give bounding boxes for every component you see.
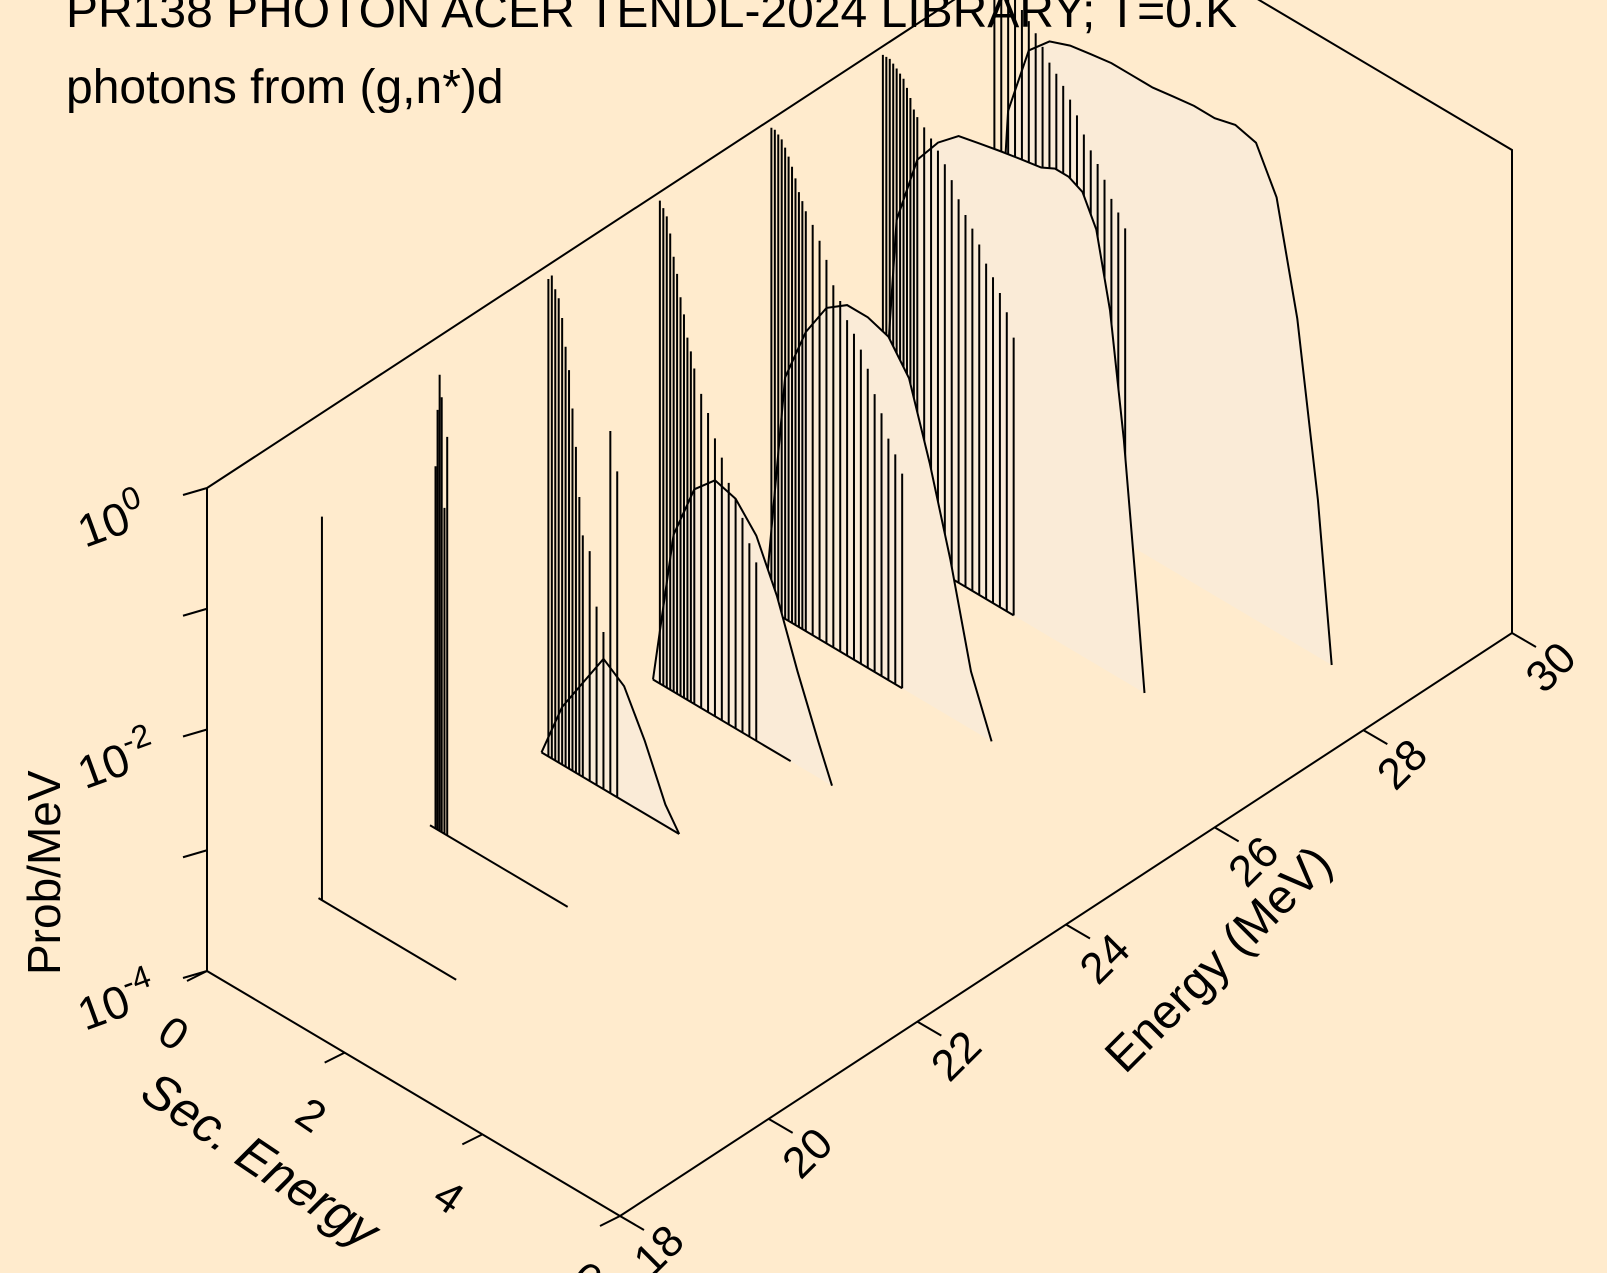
- z-tick-label: 100: [68, 478, 153, 557]
- energy-tick: [768, 1117, 794, 1134]
- z-axis-label: Prob/MeV: [18, 770, 70, 975]
- chart-title: PR138 PHOTON ACER TENDL-2024 LIBRARY; T=…: [66, 0, 1238, 38]
- energy-tick: [1362, 729, 1388, 746]
- z-tick-label: 10-4: [68, 958, 163, 1041]
- z-tick: [182, 487, 208, 496]
- z-tick: [182, 849, 208, 859]
- series-19.5: [317, 516, 457, 981]
- sec-energy-tick-label: 4: [425, 1170, 473, 1224]
- series-24: [652, 200, 833, 786]
- series-22.5: [540, 275, 681, 835]
- back-wall-frame: [206, 0, 1513, 633]
- sec-energy-tick-label: 2: [287, 1088, 335, 1142]
- z-tick: [182, 607, 208, 617]
- energy-tick-label: 24: [1070, 924, 1139, 993]
- energy-tick-label: 22: [922, 1021, 991, 1090]
- baseline: [763, 605, 903, 690]
- sec-energy-axis-label: Sec. Energy: [132, 1061, 392, 1261]
- energy-tick-label: 20: [773, 1119, 842, 1188]
- sec-energy-tick: [599, 1215, 621, 1227]
- energy-tick: [916, 1020, 942, 1037]
- baseline: [429, 824, 569, 908]
- z-tick-label: 10-2: [68, 716, 163, 799]
- chart-subtitle: photons from (g,n*)d: [66, 61, 504, 114]
- z-tick: [182, 728, 208, 738]
- series-group: [317, 0, 1333, 981]
- energy-tick: [1065, 923, 1091, 940]
- energy-tick: [619, 1215, 645, 1231]
- baseline: [540, 751, 680, 835]
- baseline: [652, 678, 792, 763]
- energy-tick: [1511, 632, 1537, 648]
- energy-tick-label: 30: [1516, 633, 1585, 702]
- energy-tick-label: 28: [1368, 730, 1437, 799]
- continuum-curve: [986, 40, 1333, 666]
- sec-energy-tick: [461, 1133, 483, 1146]
- energy-tick: [1214, 826, 1240, 843]
- series-21: [429, 374, 569, 908]
- sec-energy-tick-label: 6: [562, 1252, 610, 1273]
- continuum-fill: [764, 305, 992, 742]
- sec-energy-tick-label: 0: [149, 1007, 197, 1061]
- z-tick: [182, 970, 208, 979]
- sec-energy-tick: [324, 1051, 346, 1064]
- baseline: [317, 897, 457, 981]
- series-25.5: [763, 127, 993, 742]
